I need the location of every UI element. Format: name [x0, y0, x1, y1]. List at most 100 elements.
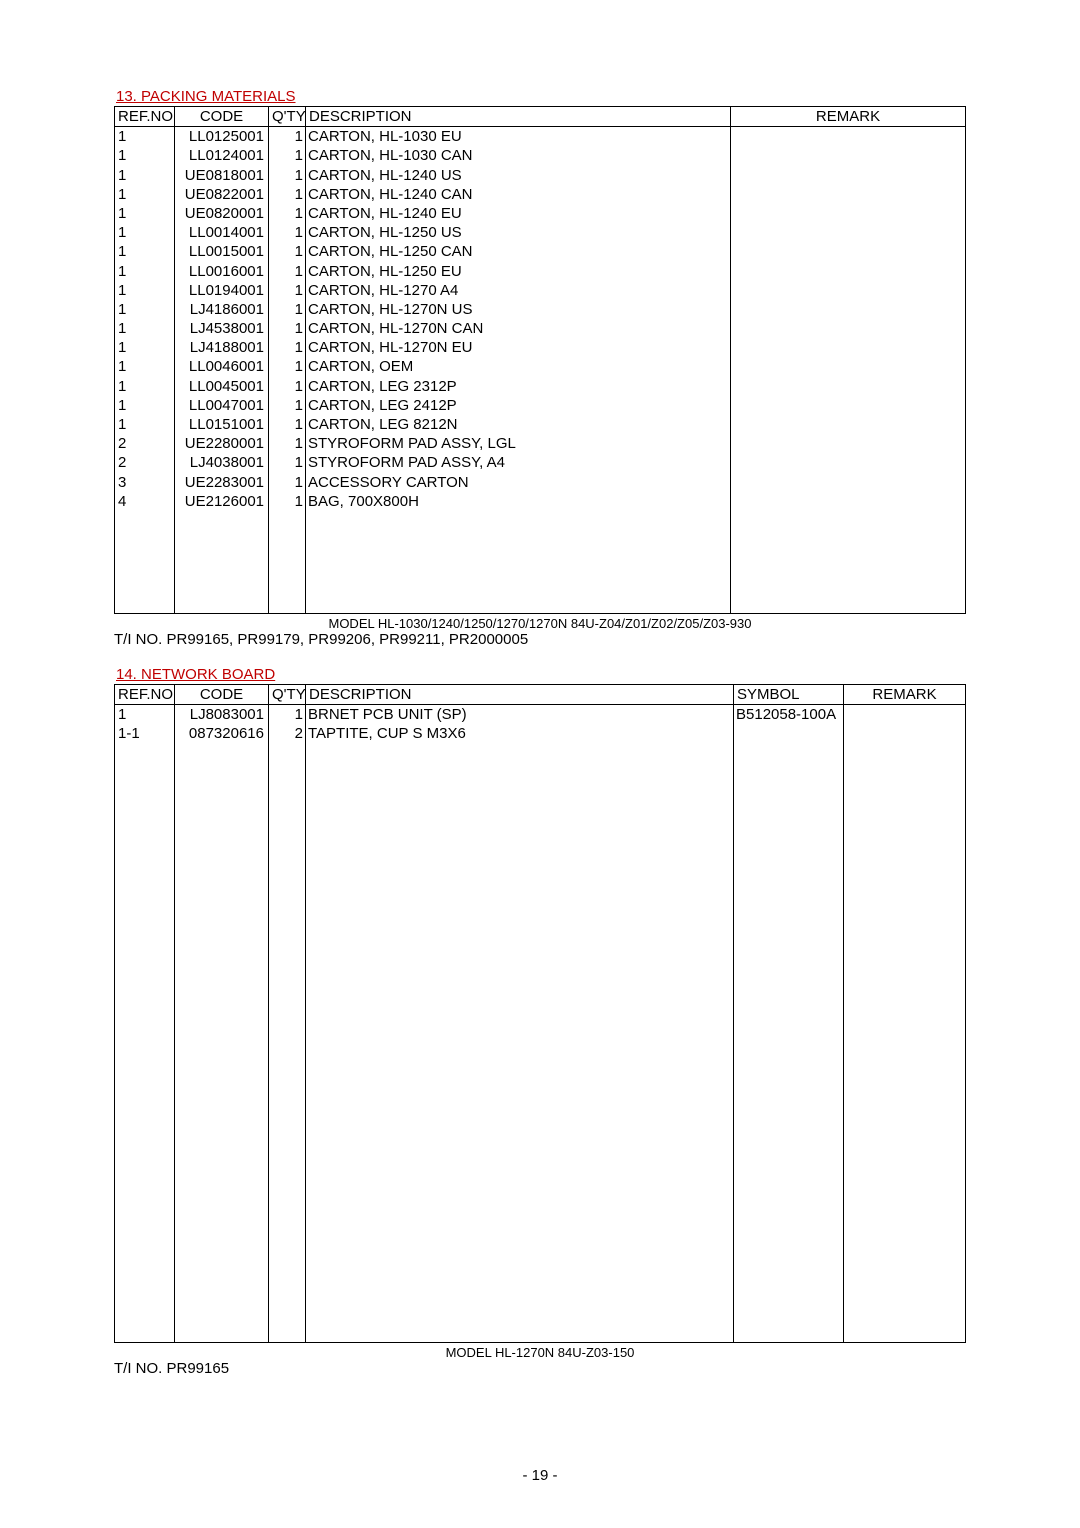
section1-title: 13. PACKING MATERIALS [116, 88, 966, 105]
table-row: 1LL01240011CARTON, HL-1030 CAN [115, 146, 966, 165]
cell-ref: 1 [115, 338, 175, 357]
table-row: 1LJ41860011CARTON, HL-1270N US [115, 300, 966, 319]
cell-code: LL0046001 [175, 357, 269, 376]
cell-desc: CARTON, LEG 2312P [306, 377, 731, 396]
cell-code: UE2126001 [175, 492, 269, 511]
cell-desc: CARTON, HL-1240 CAN [306, 185, 731, 204]
cell-ref: 1 [115, 127, 175, 147]
cell-qty: 1 [269, 415, 306, 434]
section1-caption: MODEL HL-1030/1240/1250/1270/1270N 84U-Z… [114, 616, 966, 631]
cell-code: LL0014001 [175, 223, 269, 242]
cell-qty: 1 [269, 262, 306, 281]
cell-qty: 1 [269, 127, 306, 147]
cell-desc: CARTON, HL-1270N CAN [306, 319, 731, 338]
cell-ref: 4 [115, 492, 175, 511]
header-desc: DESCRIPTION [306, 107, 731, 127]
cell-desc: CARTON, HL-1030 EU [306, 127, 731, 147]
cell-ref: 1 [115, 396, 175, 415]
table-row: 1UE08220011CARTON, HL-1240 CAN [115, 185, 966, 204]
cell-remark [731, 357, 966, 376]
cell-ref: 1 [115, 705, 175, 725]
table-row: 1UE08200011CARTON, HL-1240 EU [115, 204, 966, 223]
cell-code: LL0151001 [175, 415, 269, 434]
table-filler-row [115, 511, 966, 614]
cell-ref: 1 [115, 185, 175, 204]
table-row: 1LJ41880011CARTON, HL-1270N EU [115, 338, 966, 357]
header-qty: Q'TY [269, 107, 306, 127]
cell-symbol: B512058-100A [734, 705, 844, 725]
table-row: 1LL00160011CARTON, HL-1250 EU [115, 262, 966, 281]
cell-desc: CARTON, HL-1250 US [306, 223, 731, 242]
cell-remark [731, 319, 966, 338]
table-row: 2LJ40380011STYROFORM PAD ASSY, A4 [115, 453, 966, 472]
cell-qty: 1 [269, 300, 306, 319]
cell-qty: 1 [269, 357, 306, 376]
cell-code: LJ8083001 [175, 705, 269, 725]
cell-desc: CARTON, HL-1270N EU [306, 338, 731, 357]
cell-desc: CARTON, HL-1240 US [306, 166, 731, 185]
header-desc: DESCRIPTION [306, 684, 734, 704]
cell-qty: 1 [269, 146, 306, 165]
cell-code: UE0818001 [175, 166, 269, 185]
section1-ti: T/I NO. PR99165, PR99179, PR99206, PR992… [114, 631, 966, 648]
cell-remark [731, 127, 966, 147]
page-number: - 19 - [0, 1467, 1080, 1484]
cell-code: LL0047001 [175, 396, 269, 415]
cell-ref: 1 [115, 204, 175, 223]
cell-code: LJ4538001 [175, 319, 269, 338]
cell-code: UE2280001 [175, 434, 269, 453]
cell-code: LL0124001 [175, 146, 269, 165]
cell-remark [731, 166, 966, 185]
cell-qty: 1 [269, 396, 306, 415]
header-remark: REMARK [731, 107, 966, 127]
table-network-board: REF.NO. CODE Q'TY DESCRIPTION SYMBOL REM… [114, 684, 966, 1343]
cell-ref: 1 [115, 319, 175, 338]
cell-code: LL0015001 [175, 242, 269, 261]
cell-desc: CARTON, LEG 8212N [306, 415, 731, 434]
table-row: 1LL00150011CARTON, HL-1250 CAN [115, 242, 966, 261]
table-row: 1LL01510011CARTON, LEG 8212N [115, 415, 966, 434]
cell-remark [731, 453, 966, 472]
cell-ref: 1-1 [115, 724, 175, 743]
cell-desc: TAPTITE, CUP S M3X6 [306, 724, 734, 743]
cell-desc: BAG, 700X800H [306, 492, 731, 511]
table-row: 1LL01250011CARTON, HL-1030 EU [115, 127, 966, 147]
cell-qty: 1 [269, 166, 306, 185]
cell-remark [731, 242, 966, 261]
cell-desc: CARTON, HL-1240 EU [306, 204, 731, 223]
cell-qty: 1 [269, 338, 306, 357]
cell-desc: CARTON, HL-1030 CAN [306, 146, 731, 165]
cell-code: LJ4188001 [175, 338, 269, 357]
cell-qty: 1 [269, 242, 306, 261]
cell-qty: 1 [269, 434, 306, 453]
cell-desc: STYROFORM PAD ASSY, LGL [306, 434, 731, 453]
cell-code: UE2283001 [175, 473, 269, 492]
cell-ref: 1 [115, 223, 175, 242]
cell-desc: CARTON, HL-1270 A4 [306, 281, 731, 300]
table-row: 1LL01940011CARTON, HL-1270 A4 [115, 281, 966, 300]
cell-remark [731, 473, 966, 492]
table-header-row: REF.NO. CODE Q'TY DESCRIPTION SYMBOL REM… [115, 684, 966, 704]
cell-desc: CARTON, HL-1270N US [306, 300, 731, 319]
header-code: CODE [175, 107, 269, 127]
cell-code: 087320616 [175, 724, 269, 743]
cell-remark [731, 415, 966, 434]
section2-ti: T/I NO. PR99165 [114, 1360, 966, 1377]
cell-ref: 3 [115, 473, 175, 492]
cell-qty: 1 [269, 492, 306, 511]
cell-qty: 1 [269, 204, 306, 223]
cell-qty: 1 [269, 473, 306, 492]
cell-remark [731, 262, 966, 281]
table-row: 4UE21260011BAG, 700X800H [115, 492, 966, 511]
header-refno: REF.NO. [115, 107, 175, 127]
table-row: 1LJ80830011BRNET PCB UNIT (SP)B512058-10… [115, 705, 966, 725]
cell-desc: CARTON, HL-1250 CAN [306, 242, 731, 261]
table-header-row: REF.NO. CODE Q'TY DESCRIPTION REMARK [115, 107, 966, 127]
cell-code: LL0194001 [175, 281, 269, 300]
cell-qty: 1 [269, 377, 306, 396]
cell-qty: 1 [269, 705, 306, 725]
cell-code: UE0822001 [175, 185, 269, 204]
cell-ref: 1 [115, 357, 175, 376]
cell-qty: 1 [269, 223, 306, 242]
table-row: 3UE22830011ACCESSORY CARTON [115, 473, 966, 492]
